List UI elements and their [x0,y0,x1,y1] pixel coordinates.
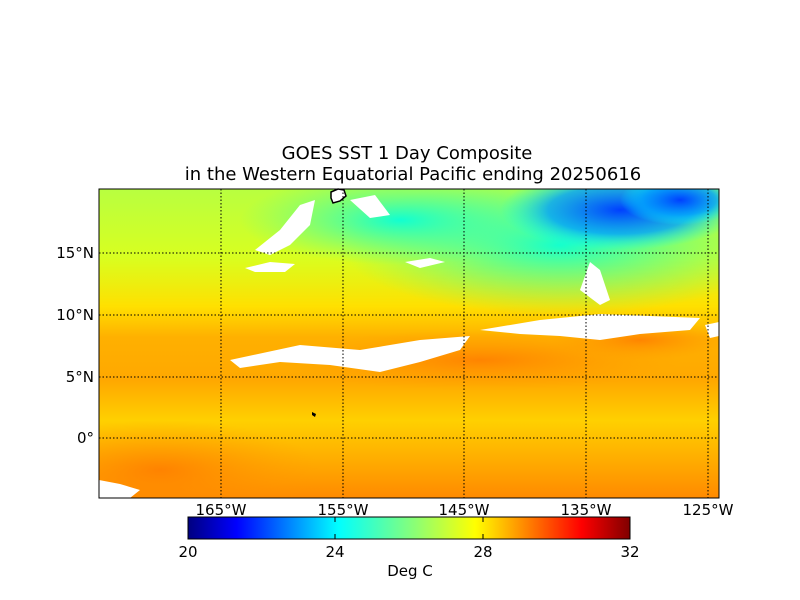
colorbar-tick-20: 20 [178,543,198,561]
colorbar [187,516,631,540]
map-frame [98,188,720,499]
lon-label-155w: 155°W [317,501,369,519]
map-subtitle: in the Western Equatorial Pacific ending… [184,164,642,185]
lon-label-145w: 145°W [438,501,490,519]
lon-label-165w: 165°W [195,501,247,519]
sst-field [99,189,719,498]
colorbar-tick-24: 24 [325,543,345,561]
colorbar-units: Deg C [387,562,433,580]
lon-label-135w: 135°W [560,501,612,519]
colorbar-tick-32: 32 [620,543,640,561]
colorbar-ticks [334,517,484,539]
lat-label-10n: 10°N [56,306,94,324]
lat-label-5n: 5°N [65,368,94,386]
graticule [99,189,719,498]
lat-label-0: 0° [76,429,94,447]
island-marker [312,412,316,417]
lon-label-125w: 125°W [682,501,734,519]
colorbar-tick-28: 28 [473,543,493,561]
map-title: GOES SST 1 Day Composite [281,143,533,164]
lat-label-15n: 15°N [56,244,94,262]
